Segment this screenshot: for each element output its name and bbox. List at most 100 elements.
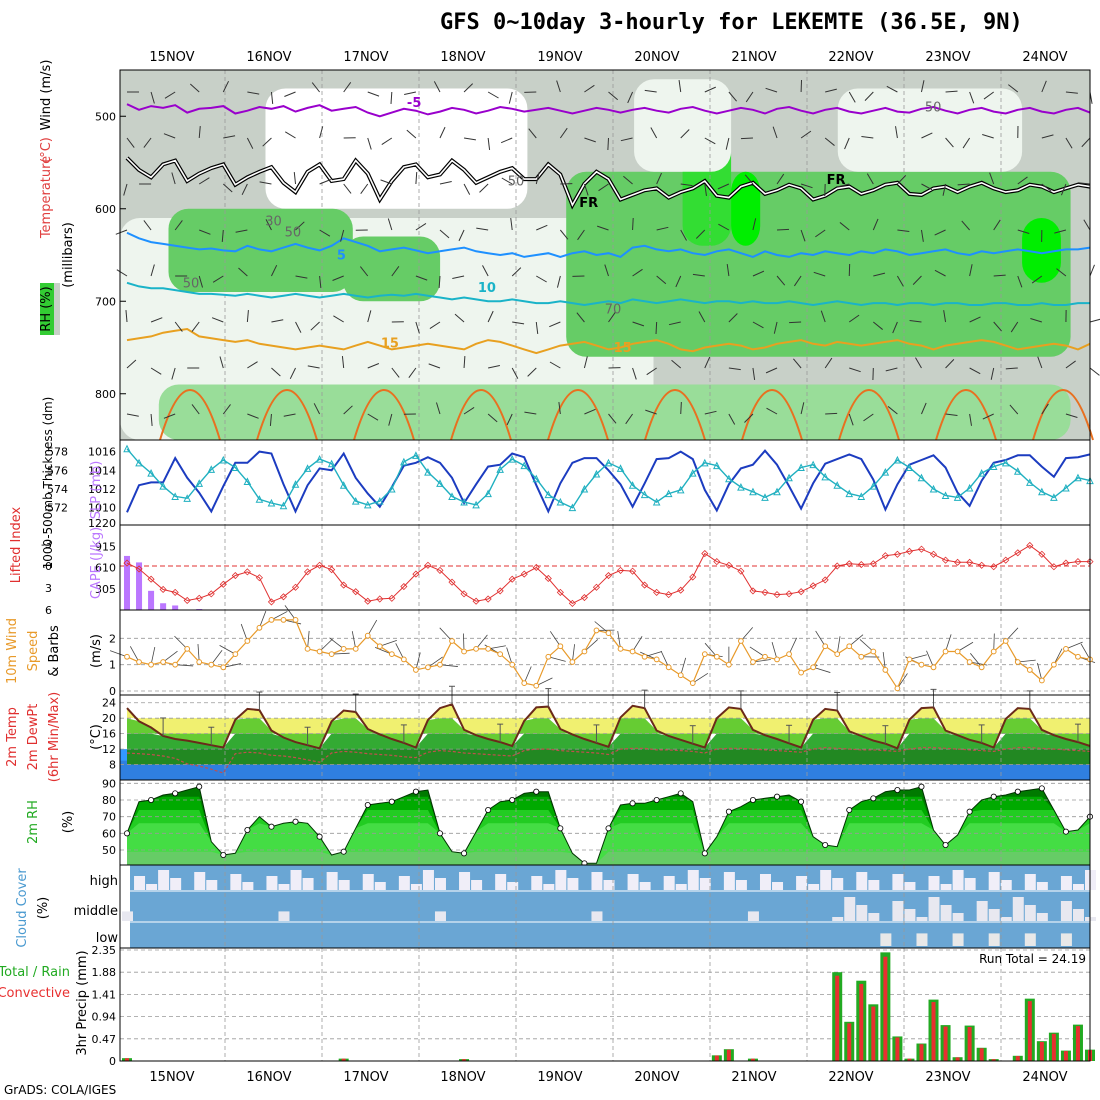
wind-barb <box>1065 137 1073 149</box>
thickness-marker <box>893 455 902 464</box>
date-label-bottom: 23NOV <box>925 1070 970 1085</box>
contour-label: 70 <box>605 302 622 317</box>
y-tick-label: 1220 <box>88 517 116 530</box>
wind-barb <box>332 275 344 281</box>
rh-marker <box>1038 785 1045 792</box>
lifted-index-marker <box>653 588 661 596</box>
thickness-marker <box>436 479 444 487</box>
wind-barb <box>824 137 835 146</box>
lifted-index-marker <box>532 563 540 572</box>
wind-barb <box>872 218 879 231</box>
thickness-marker <box>448 492 456 500</box>
wind-barb <box>752 321 764 329</box>
thickness-marker <box>123 444 131 453</box>
surface-wind-barb <box>752 659 771 663</box>
wind-barb <box>463 137 476 141</box>
wind-barb <box>704 86 716 93</box>
wind-barb <box>793 358 802 369</box>
precip-convective-bar <box>1075 1026 1080 1061</box>
wind-speed-marker <box>244 638 251 644</box>
surface-wind-barb <box>1017 659 1036 663</box>
thickness-marker <box>568 503 577 512</box>
rh-marker <box>677 790 684 797</box>
wind-speed-marker <box>521 680 528 686</box>
wind-barb <box>993 321 1002 332</box>
wind-speed-marker <box>1050 661 1057 668</box>
wind-speed-marker <box>304 645 311 652</box>
wind-barb <box>367 137 372 150</box>
precip-convective-bar <box>462 1059 467 1061</box>
thickness-marker <box>809 460 817 469</box>
wind-barb <box>1010 321 1019 333</box>
wind-barb <box>861 136 874 139</box>
wind-barb <box>295 275 308 279</box>
high-cloud-bar <box>302 878 314 890</box>
wind-barb <box>646 367 657 376</box>
lifted-index-marker <box>376 595 384 603</box>
precip-convective-bar <box>967 1026 972 1061</box>
wind-barb <box>866 173 874 185</box>
y-tick-label: 915 <box>95 540 116 553</box>
thickness-marker <box>688 468 697 477</box>
y-tick-label: 1012 <box>88 483 116 496</box>
y-tick-label: 1 <box>109 659 116 672</box>
wind-barb <box>752 367 756 380</box>
lifted-index-marker <box>616 566 625 574</box>
wind-axis-label-line2: Speed <box>26 631 41 672</box>
temperature-band-fill <box>127 733 1090 750</box>
wind-speed-marker <box>196 659 203 665</box>
high-cloud-bar <box>1060 876 1072 890</box>
rh-marker <box>894 787 901 794</box>
wind-barb <box>549 321 561 328</box>
lifted-index-marker <box>905 547 914 555</box>
y-tick-label: 90 <box>102 777 116 790</box>
surface-wind-barb <box>415 652 421 671</box>
wind-barb <box>632 321 645 327</box>
wind-speed-marker <box>449 638 455 644</box>
lifted-index-marker <box>448 578 456 586</box>
lifted-index-marker <box>725 561 733 569</box>
surface-wind-barb <box>957 641 974 652</box>
middle-cloud-bar <box>904 909 916 921</box>
wind-barb <box>704 183 707 196</box>
wind-speed-marker <box>942 648 949 655</box>
thickness-line <box>126 448 1091 509</box>
wind-barb <box>873 272 886 277</box>
high-cloud-bar <box>278 884 290 890</box>
wind-barb <box>849 367 861 373</box>
wind-barb <box>310 321 320 331</box>
thickness-marker <box>375 496 384 505</box>
thickness-marker <box>219 455 228 464</box>
wind-barb <box>511 367 519 379</box>
wind-barb <box>993 274 1006 277</box>
low-cloud-bar <box>1024 933 1036 946</box>
wind-barb <box>912 275 922 285</box>
lifted-index-marker <box>412 570 420 578</box>
thickness-marker <box>869 482 878 490</box>
wind-barb <box>895 126 898 139</box>
wind-barb <box>632 268 643 277</box>
y-tick-label: 1010 <box>88 502 116 515</box>
date-label-top: 21NOV <box>731 50 776 65</box>
thickness-marker <box>628 481 637 489</box>
thickness-axis-label: 1000-500mb Thickness (dm) <box>41 397 55 570</box>
rh-marker <box>1062 828 1069 835</box>
wind-barb <box>1017 229 1030 234</box>
wind-barb <box>608 311 616 323</box>
wind-barb <box>728 313 738 323</box>
thickness-marker <box>580 484 589 493</box>
surface-isotherm-arc <box>353 389 415 441</box>
surface-wind-barb <box>197 644 200 663</box>
isotherm--5 <box>126 103 1091 118</box>
thickness-marker <box>833 481 842 489</box>
wind-speed-marker <box>725 661 732 668</box>
wind-barb <box>675 275 682 288</box>
middle-cloud-bar <box>892 901 904 921</box>
high-cloud-bar <box>206 880 218 890</box>
cape-bar <box>160 603 167 610</box>
lifted-index-marker <box>183 596 191 605</box>
wind-speed-marker <box>352 645 359 652</box>
wind-barb <box>388 413 393 426</box>
thickness-marker <box>424 468 432 476</box>
